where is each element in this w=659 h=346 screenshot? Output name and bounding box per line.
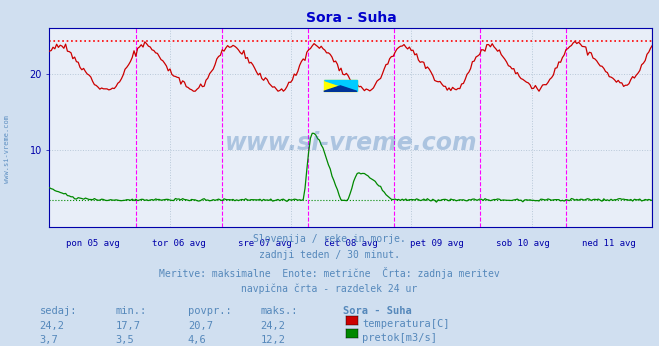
Text: sedaj:: sedaj: <box>40 306 77 316</box>
Text: 3,5: 3,5 <box>115 335 134 345</box>
Bar <box>324 80 357 91</box>
Text: 3,7: 3,7 <box>40 335 58 345</box>
Text: povpr.:: povpr.: <box>188 306 231 316</box>
Title: Sora - Suha: Sora - Suha <box>306 11 396 25</box>
Text: maks.:: maks.: <box>260 306 298 316</box>
Text: www.si-vreme.com: www.si-vreme.com <box>225 131 477 155</box>
Text: Sora - Suha: Sora - Suha <box>343 306 411 316</box>
Text: min.:: min.: <box>115 306 146 316</box>
Text: pretok[m3/s]: pretok[m3/s] <box>362 333 438 343</box>
Text: pon 05 avg: pon 05 avg <box>66 239 119 248</box>
Text: čet 08 avg: čet 08 avg <box>324 239 378 248</box>
Text: sob 10 avg: sob 10 avg <box>496 239 550 248</box>
Text: Meritve: maksimalne  Enote: metrične  Črta: zadnja meritev: Meritve: maksimalne Enote: metrične Črta… <box>159 267 500 279</box>
Polygon shape <box>324 80 357 91</box>
Text: www.si-vreme.com: www.si-vreme.com <box>3 115 10 183</box>
Text: sre 07 avg: sre 07 avg <box>238 239 292 248</box>
Text: tor 06 avg: tor 06 avg <box>152 239 206 248</box>
Text: 17,7: 17,7 <box>115 321 140 331</box>
Text: 24,2: 24,2 <box>260 321 285 331</box>
Text: 4,6: 4,6 <box>188 335 206 345</box>
Text: temperatura[C]: temperatura[C] <box>362 319 450 329</box>
Text: 24,2: 24,2 <box>40 321 65 331</box>
Text: 20,7: 20,7 <box>188 321 213 331</box>
Text: navpična črta - razdelek 24 ur: navpična črta - razdelek 24 ur <box>241 283 418 294</box>
Text: pet 09 avg: pet 09 avg <box>410 239 464 248</box>
Text: ned 11 avg: ned 11 avg <box>583 239 636 248</box>
Text: 12,2: 12,2 <box>260 335 285 345</box>
Text: Slovenija / reke in morje.: Slovenija / reke in morje. <box>253 234 406 244</box>
Text: zadnji teden / 30 minut.: zadnji teden / 30 minut. <box>259 250 400 260</box>
Polygon shape <box>324 86 357 91</box>
